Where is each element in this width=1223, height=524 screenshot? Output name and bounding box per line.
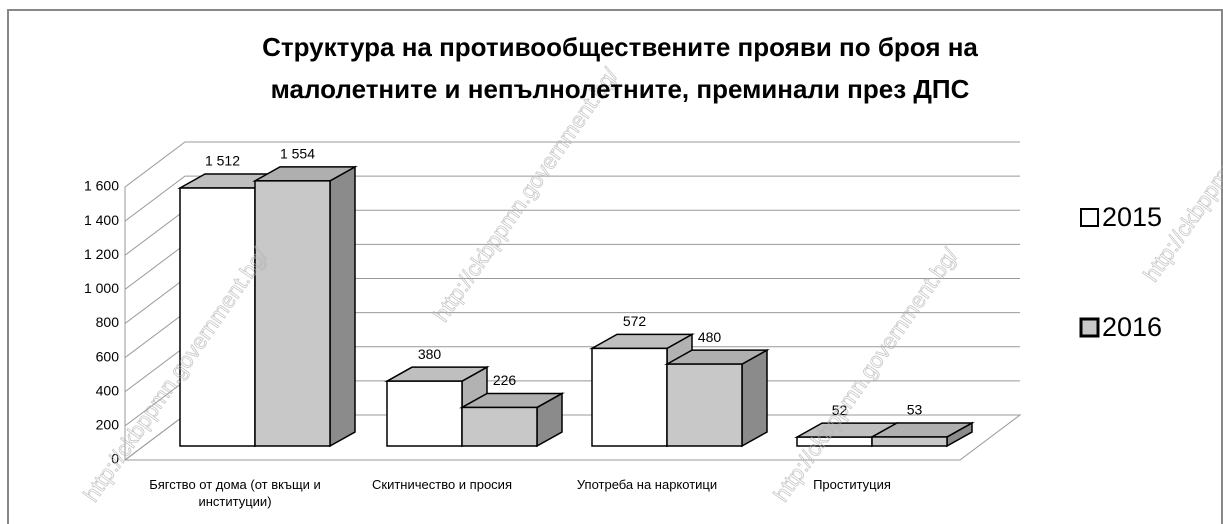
bar-top-shade <box>387 367 487 382</box>
y-tick-label: 1 200 <box>84 246 119 262</box>
x-tick-label: Проституция <box>813 477 891 492</box>
legend-label: 2016 <box>1102 312 1162 342</box>
y-tick-label: 800 <box>96 314 120 330</box>
legend-swatch <box>1080 208 1099 227</box>
bar-front <box>386 380 463 447</box>
data-label: 1 554 <box>280 146 315 162</box>
x-tick-label: Употреба на наркотици <box>576 477 718 492</box>
bar-top-shade <box>667 350 767 365</box>
x-tick-label: Бягство от дома (от вкъщи и институции) <box>149 477 321 509</box>
chart-title: малолетните и непълнолетните, преминали … <box>270 74 970 104</box>
y-tick-label: 1 600 <box>84 178 119 194</box>
bar-front <box>591 347 668 447</box>
watermark: http://ckbppmn.government.bg/ <box>768 243 963 507</box>
bar-top-shade <box>797 423 897 438</box>
bar-front <box>871 436 948 447</box>
bar-side-shade <box>947 422 972 446</box>
data-label: 52 <box>832 402 848 418</box>
bar-top-shade <box>255 166 355 181</box>
bar-side-shade <box>742 350 767 446</box>
bar <box>252 165 358 448</box>
chart-frame <box>7 9 1223 524</box>
bar <box>459 392 565 448</box>
bar-top-shade <box>592 334 692 349</box>
y-tick-label: 1 000 <box>84 280 119 296</box>
data-label: 226 <box>493 372 517 388</box>
y-tick-label: 200 <box>96 417 120 433</box>
y-tick-label: 1 400 <box>84 212 119 228</box>
y-tick-label: 600 <box>96 348 120 364</box>
legend-swatch <box>1079 317 1100 338</box>
bar <box>869 421 975 448</box>
bar-side-shade <box>330 166 355 446</box>
y-tick-label: 400 <box>96 382 120 398</box>
data-label: 53 <box>907 402 923 418</box>
grid-line <box>124 141 1020 188</box>
grid-line <box>124 175 1020 222</box>
bar-side-shade <box>537 393 562 446</box>
chart-title: Структура на противообществените прояви … <box>262 32 978 62</box>
data-label: 572 <box>623 313 647 329</box>
x-tick-label: Скитничество и просия <box>372 477 512 492</box>
bar-top-shade <box>462 393 562 408</box>
bar-top-shade <box>872 422 972 437</box>
y-tick-label: 0 <box>111 451 119 467</box>
legend-label: 2015 <box>1102 202 1162 232</box>
bar-front <box>666 363 743 447</box>
bar-front <box>461 406 538 447</box>
bar <box>664 348 770 448</box>
data-label: 380 <box>418 346 442 362</box>
bar-front <box>254 180 331 447</box>
data-label: 480 <box>698 329 722 345</box>
data-label: 1 512 <box>205 153 240 169</box>
